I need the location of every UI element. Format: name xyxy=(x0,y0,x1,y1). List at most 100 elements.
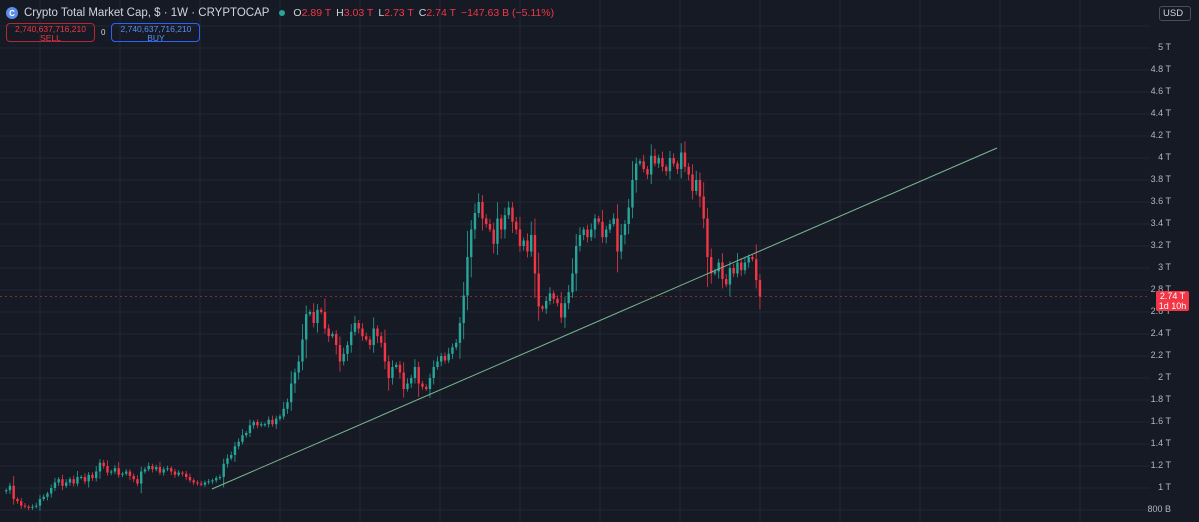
y-tick-label: 3.2 T xyxy=(1150,240,1171,250)
candle-body xyxy=(357,323,360,329)
candle-body xyxy=(320,309,323,312)
candle-body xyxy=(578,235,582,246)
candle-body xyxy=(263,424,267,426)
currency-selector[interactable]: USD xyxy=(1159,6,1191,21)
y-tick-label: 1.6 T xyxy=(1150,416,1171,426)
candle-body xyxy=(717,262,720,272)
candle-body xyxy=(98,462,102,472)
candle-body xyxy=(500,218,503,230)
y-tick-label: 1.4 T xyxy=(1150,438,1171,448)
candle-body xyxy=(740,262,743,271)
candle-body xyxy=(443,356,447,361)
candle-body xyxy=(368,339,372,345)
candle-body xyxy=(387,361,390,378)
candle-body xyxy=(222,463,225,477)
y-tick-label: 4.6 T xyxy=(1150,86,1171,96)
candle-body xyxy=(218,477,222,479)
candle-body xyxy=(736,262,739,274)
candle-body xyxy=(593,218,597,230)
candle-body xyxy=(166,468,169,470)
y-tick-label: 1.2 T xyxy=(1150,460,1171,470)
candle-body xyxy=(196,482,199,484)
candle-body xyxy=(297,361,300,373)
low-value: 2.73 T xyxy=(384,7,414,19)
candle-body xyxy=(380,336,383,343)
candle-body xyxy=(335,334,338,345)
candle-body xyxy=(605,229,608,238)
candle-body xyxy=(713,271,717,274)
y-tick-label: 2.4 T xyxy=(1150,328,1171,338)
candle-body xyxy=(440,356,443,362)
candle-body xyxy=(237,441,240,447)
high-value: 3.03 T xyxy=(343,7,374,19)
current-price-value: 2.74 T xyxy=(1159,291,1186,301)
candle-body xyxy=(173,471,177,475)
candle-body xyxy=(27,506,30,508)
candle-body xyxy=(702,196,705,219)
candle-body xyxy=(462,295,465,323)
candle-body xyxy=(20,501,23,506)
candle-body xyxy=(68,479,72,483)
candle-body xyxy=(398,364,402,373)
candle-body xyxy=(271,419,274,425)
candle-body xyxy=(72,479,75,484)
candle-body xyxy=(590,229,593,238)
candle-body xyxy=(177,472,180,475)
candle-body xyxy=(496,218,499,244)
candle-body xyxy=(286,402,289,409)
candle-body xyxy=(87,474,90,482)
y-tick-label: 800 B xyxy=(1147,504,1171,514)
candle-body xyxy=(350,331,353,345)
candle-body xyxy=(95,471,98,479)
candle-body xyxy=(346,345,349,354)
candle-body xyxy=(646,169,649,175)
candle-body xyxy=(110,471,113,473)
candle-body xyxy=(661,158,664,167)
symbol-title[interactable]: Crypto Total Market Cap, $ · 1W · CRYPTO… xyxy=(24,7,270,19)
candle-body xyxy=(245,433,248,436)
candle-body xyxy=(372,328,375,345)
candle-body xyxy=(755,259,758,281)
candle-body xyxy=(305,314,308,340)
candle-body xyxy=(260,424,263,426)
candle-body xyxy=(391,367,394,378)
buy-button[interactable]: 2,740,637,716,210 BUY xyxy=(111,23,201,43)
candle-body xyxy=(170,468,173,472)
candle-body xyxy=(458,323,462,343)
candle-body xyxy=(698,180,702,197)
candle-body xyxy=(680,152,683,169)
candle-body xyxy=(515,221,518,230)
candle-body xyxy=(31,506,34,508)
y-tick-label: 1.8 T xyxy=(1150,394,1171,404)
candle-body xyxy=(728,268,732,285)
candle-body xyxy=(758,280,762,297)
candle-body xyxy=(413,367,417,378)
candle-body xyxy=(747,257,750,263)
candle-body xyxy=(642,161,645,169)
candle-body xyxy=(23,505,27,507)
candle-body xyxy=(556,298,559,304)
candle-body xyxy=(436,361,439,367)
candle-body xyxy=(627,207,630,224)
candle-body xyxy=(53,482,57,488)
candle-body xyxy=(267,419,270,425)
candle-body xyxy=(80,477,83,478)
candle-body xyxy=(676,163,679,169)
sell-button[interactable]: 2,740,637,716,210 SELL xyxy=(6,23,95,43)
trade-panel: 2,740,637,716,210 SELL 0 2,740,637,716,2… xyxy=(6,23,201,43)
candle-body xyxy=(301,339,304,362)
candle-body xyxy=(200,483,203,485)
candle-body xyxy=(16,499,19,502)
y-tick-label: 4.8 T xyxy=(1150,64,1171,74)
y-tick-label: 2.2 T xyxy=(1150,350,1171,360)
candle-body xyxy=(526,240,529,252)
y-tick-label: 4 T xyxy=(1158,152,1171,162)
candle-body xyxy=(455,342,458,348)
candle-body xyxy=(248,425,252,433)
trendline[interactable] xyxy=(211,147,998,490)
candle-body xyxy=(725,279,728,285)
y-tick-label: 4.4 T xyxy=(1150,108,1171,118)
candle-body xyxy=(181,472,184,474)
candle-body xyxy=(188,477,192,481)
